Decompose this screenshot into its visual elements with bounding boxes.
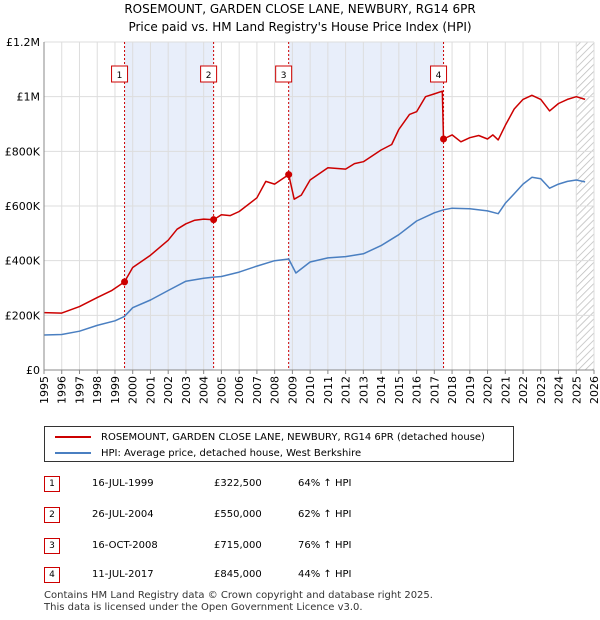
sale-label: 4 <box>436 71 442 81</box>
sale-label-box <box>111 65 129 83</box>
sale-point <box>285 171 293 179</box>
chart-subtitle: Price paid vs. HM Land Registry's House … <box>128 20 472 34</box>
x-tick-label: 2026 <box>588 376 600 404</box>
transaction-price: £322,500 <box>214 478 262 489</box>
transaction-number: 3 <box>44 538 60 554</box>
x-tick-label: 2004 <box>198 376 211 404</box>
sale-point <box>210 216 218 224</box>
sale-point <box>121 278 129 286</box>
legend-item-hpi: HPI: Average price, detached house, West… <box>55 446 361 460</box>
x-tick-label: 2003 <box>180 376 193 404</box>
legend-swatch-property <box>55 436 91 438</box>
property-series-line <box>43 90 586 314</box>
y-tick-label: £800K <box>5 145 41 158</box>
chart-title: ROSEMOUNT, GARDEN CLOSE LANE, NEWBURY, R… <box>124 2 476 16</box>
transaction-number: 4 <box>44 567 60 583</box>
x-tick-label: 2023 <box>535 376 548 404</box>
sale-label: 3 <box>281 71 287 81</box>
transaction-row: 2 26-JUL-2004 £550,000 62% ↑ HPI <box>44 507 564 525</box>
x-tick-label: 2007 <box>251 376 264 404</box>
x-tick-label: 2001 <box>144 376 157 404</box>
x-tick-label: 2002 <box>162 376 175 404</box>
x-tick-label: 2017 <box>428 376 441 404</box>
transaction-price: £550,000 <box>214 509 262 520</box>
x-tick-label: 1997 <box>73 376 86 404</box>
x-tick-label: 2018 <box>446 376 459 404</box>
y-tick-label: £0 <box>26 364 40 377</box>
x-tick-label: 2025 <box>570 376 583 404</box>
sale-point <box>440 135 448 143</box>
x-tick-label: 2008 <box>269 376 282 404</box>
x-tick-label: 2009 <box>286 376 299 404</box>
x-tick-label: 2016 <box>411 376 424 404</box>
x-tick-label: 2012 <box>340 376 353 404</box>
x-tick-label: 2022 <box>517 376 530 404</box>
transaction-date: 26-JUL-2004 <box>92 509 154 520</box>
x-tick-label: 2000 <box>127 376 140 404</box>
x-tick-label: 2019 <box>464 376 477 404</box>
transaction-date: 16-JUL-1999 <box>92 478 154 489</box>
transaction-price: £845,000 <box>214 569 262 580</box>
transaction-row: 3 16-OCT-2008 £715,000 76% ↑ HPI <box>44 538 564 556</box>
hpi-series-line <box>43 176 586 336</box>
sale-label-box <box>430 65 448 83</box>
x-tick-label: 2024 <box>553 376 566 404</box>
x-tick-label: 1999 <box>109 376 122 404</box>
transaction-row: 4 11-JUL-2017 £845,000 44% ↑ HPI <box>44 567 564 585</box>
transaction-hpi: 62% ↑ HPI <box>298 509 352 520</box>
footer-licence: This data is licensed under the Open Gov… <box>44 602 363 613</box>
x-tick-label: 2015 <box>393 376 406 404</box>
transaction-hpi: 76% ↑ HPI <box>298 540 352 551</box>
x-tick-label: 2005 <box>215 376 228 404</box>
sale-label-box <box>200 65 218 83</box>
transaction-row: 1 16-JUL-1999 £322,500 64% ↑ HPI <box>44 476 564 494</box>
x-tick-label: 1995 <box>38 376 51 404</box>
y-tick-label: £200K <box>5 309 41 322</box>
transaction-hpi: 64% ↑ HPI <box>298 478 352 489</box>
sale-label: 2 <box>206 71 212 81</box>
x-tick-label: 2010 <box>304 376 317 404</box>
x-tick-label: 2014 <box>375 376 388 404</box>
sale-label: 1 <box>117 71 123 81</box>
legend-label-property: ROSEMOUNT, GARDEN CLOSE LANE, NEWBURY, R… <box>101 431 485 443</box>
x-tick-label: 1998 <box>91 376 104 404</box>
legend-item-property: ROSEMOUNT, GARDEN CLOSE LANE, NEWBURY, R… <box>55 430 485 444</box>
transaction-hpi: 44% ↑ HPI <box>298 569 352 580</box>
x-tick-label: 2020 <box>482 376 495 404</box>
y-tick-label: £600K <box>5 200 41 213</box>
x-tick-label: 2011 <box>322 376 335 404</box>
x-tick-label: 2006 <box>233 376 246 404</box>
transaction-date: 11-JUL-2017 <box>92 569 154 580</box>
legend-label-hpi: HPI: Average price, detached house, West… <box>101 447 362 459</box>
price-chart: 1 2 3 4 £0 £200K £400K £600K £800K £1M £1.2M 1995 1… <box>5 36 600 404</box>
x-tick-label: 2013 <box>357 376 370 404</box>
transaction-number: 1 <box>44 476 60 492</box>
x-tick-label: 1996 <box>56 376 69 404</box>
chart-legend: ROSEMOUNT, GARDEN CLOSE LANE, NEWBURY, R… <box>44 426 514 462</box>
x-tick-label: 2021 <box>499 376 512 404</box>
y-tick-label: £1M <box>17 91 41 104</box>
y-tick-label: £1.2M <box>6 36 40 49</box>
legend-swatch-hpi <box>55 452 91 454</box>
transaction-date: 16-OCT-2008 <box>92 540 158 551</box>
y-tick-label: £400K <box>5 255 41 268</box>
transaction-number: 2 <box>44 507 60 523</box>
footer-copyright: Contains HM Land Registry data © Crown c… <box>44 590 433 601</box>
transaction-price: £715,000 <box>214 540 262 551</box>
sale-label-box <box>275 65 293 83</box>
